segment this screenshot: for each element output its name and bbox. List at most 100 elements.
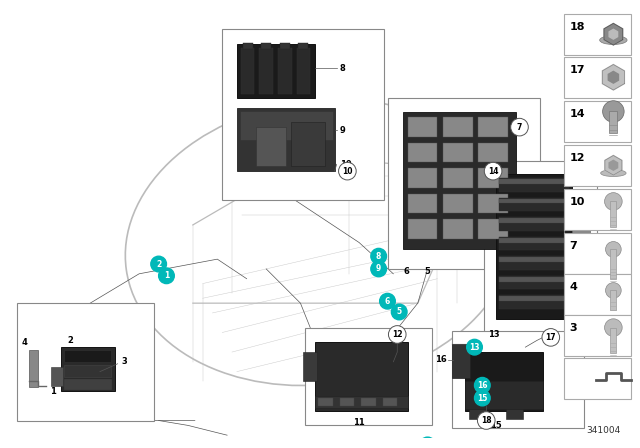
Bar [257, 127, 286, 166]
Bar [611, 290, 616, 310]
Text: 15: 15 [477, 393, 488, 402]
Bar [64, 365, 111, 376]
Bar [61, 347, 115, 391]
Bar [408, 194, 437, 213]
Text: 17: 17 [545, 333, 556, 342]
Bar [468, 409, 486, 418]
Bar [499, 256, 570, 270]
Circle shape [371, 248, 387, 264]
Bar [479, 194, 508, 213]
Bar [296, 48, 310, 94]
Bar [465, 381, 543, 409]
Bar [340, 398, 354, 406]
Text: 6: 6 [385, 297, 390, 306]
Text: 341004: 341004 [586, 426, 621, 435]
Bar [17, 303, 154, 421]
Circle shape [474, 378, 490, 393]
Bar [479, 117, 508, 137]
Bar [240, 111, 333, 140]
Text: 7: 7 [517, 123, 522, 132]
Ellipse shape [601, 170, 626, 177]
Bar [572, 191, 590, 245]
Bar [64, 379, 111, 389]
Text: 8: 8 [376, 252, 381, 261]
Circle shape [477, 412, 495, 429]
Bar [564, 101, 631, 142]
Bar [280, 43, 290, 49]
Text: 16: 16 [477, 381, 488, 390]
Bar [444, 194, 472, 213]
Bar [51, 367, 63, 386]
Text: 1: 1 [164, 271, 169, 280]
Bar [261, 43, 271, 49]
Polygon shape [604, 23, 623, 45]
Bar [241, 48, 255, 94]
Text: 9: 9 [340, 125, 346, 134]
Bar [499, 198, 570, 211]
Bar [388, 98, 540, 269]
Bar [444, 117, 472, 137]
Polygon shape [609, 29, 618, 39]
Circle shape [159, 268, 174, 284]
Bar [237, 44, 315, 98]
Polygon shape [608, 71, 618, 83]
Bar [64, 350, 111, 362]
Bar [564, 233, 631, 274]
Circle shape [388, 326, 406, 343]
Text: 10: 10 [570, 197, 585, 207]
Bar [564, 145, 631, 186]
Text: 2: 2 [156, 259, 161, 268]
Text: 8: 8 [340, 64, 346, 73]
Bar [479, 143, 508, 162]
Text: 17: 17 [570, 65, 585, 74]
Text: 1: 1 [50, 387, 56, 396]
Bar [298, 43, 308, 49]
Text: 10: 10 [342, 167, 353, 176]
Bar [305, 327, 433, 426]
Text: 16: 16 [435, 355, 447, 364]
Bar [499, 179, 570, 184]
Circle shape [484, 162, 502, 180]
Bar [452, 331, 584, 428]
Bar [499, 218, 570, 223]
Text: 6: 6 [403, 267, 409, 276]
Bar [408, 219, 437, 239]
Bar [408, 168, 437, 188]
Circle shape [371, 261, 387, 277]
Text: 18: 18 [570, 22, 585, 31]
Ellipse shape [600, 36, 627, 44]
Bar [259, 48, 273, 94]
Bar [499, 237, 570, 250]
Circle shape [339, 162, 356, 180]
Text: 11: 11 [422, 440, 433, 448]
Text: 13: 13 [488, 330, 500, 339]
Circle shape [605, 283, 621, 298]
Bar [499, 295, 570, 309]
Polygon shape [609, 160, 618, 170]
Bar [278, 48, 292, 94]
Bar [564, 189, 631, 230]
Text: 3: 3 [570, 323, 577, 333]
Bar [499, 198, 570, 203]
Bar [564, 14, 631, 55]
Text: 12: 12 [570, 153, 585, 163]
Text: 15: 15 [490, 421, 502, 430]
Bar [564, 315, 631, 356]
Bar [361, 398, 376, 406]
Bar [408, 117, 437, 137]
Circle shape [511, 118, 528, 136]
Text: 4: 4 [570, 282, 577, 292]
Bar [222, 29, 383, 200]
Bar [611, 202, 616, 227]
Circle shape [605, 319, 622, 336]
Text: 3: 3 [122, 358, 127, 366]
Bar [444, 143, 472, 162]
Bar [484, 161, 596, 332]
Bar [291, 122, 325, 166]
Bar [315, 396, 408, 408]
Text: 18: 18 [481, 416, 492, 425]
Circle shape [467, 339, 483, 355]
Bar [611, 250, 616, 279]
Bar [479, 168, 508, 188]
Text: 4: 4 [22, 338, 28, 347]
